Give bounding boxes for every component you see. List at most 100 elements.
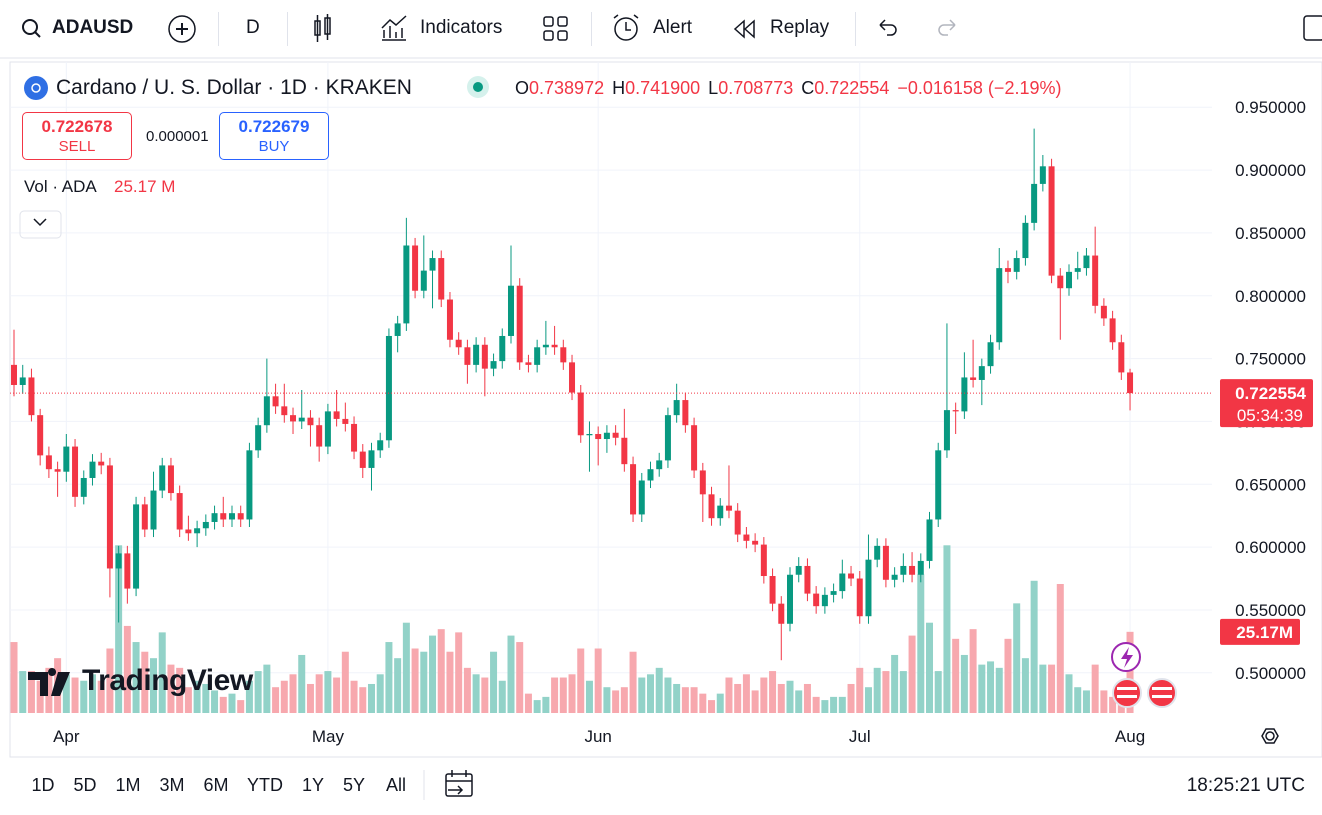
volume-bar (594, 648, 602, 713)
candle-body (1039, 166, 1046, 184)
candle-body (1074, 268, 1081, 272)
volume-bar (960, 654, 968, 713)
volume-bar (603, 687, 611, 713)
range-button[interactable]: 1D (31, 775, 55, 795)
volume-bar (638, 677, 646, 713)
volume-bar (620, 687, 628, 713)
candle-body (324, 411, 331, 447)
replay[interactable]: Replay (770, 17, 830, 38)
candle-body (586, 434, 593, 436)
candle-body (1048, 166, 1055, 276)
clock: 18:25:21 UTC (1186, 775, 1305, 796)
volume-bar (516, 642, 524, 713)
range-button[interactable]: 3M (159, 775, 185, 795)
range-button[interactable]: 5D (73, 775, 97, 795)
volume-bar (751, 690, 759, 713)
range-button[interactable]: All (385, 775, 407, 795)
volume-bar (341, 651, 349, 713)
candle-body (874, 545, 881, 560)
candle-body (499, 335, 506, 362)
status-dot-inner (473, 82, 483, 92)
candle-body (377, 440, 384, 451)
volume-bar (394, 658, 402, 713)
candle-body (464, 347, 471, 365)
volume-bar (995, 667, 1003, 713)
candle-body (342, 418, 349, 424)
volume-bar (350, 680, 358, 713)
volume-bar (646, 674, 654, 713)
candle-body (412, 245, 419, 291)
candle-body (961, 377, 968, 412)
candle-body (1013, 258, 1020, 272)
range-button[interactable]: 5Y (342, 775, 366, 795)
candle-body (821, 594, 828, 607)
range-button[interactable]: 6M (203, 775, 229, 795)
candle-body (211, 513, 218, 522)
separator (591, 12, 592, 46)
symbol[interactable]: ADAUSD (52, 17, 134, 38)
volume-bar (987, 661, 995, 713)
ohlc-value: 0.738972 (529, 78, 605, 98)
range-button[interactable]: 1M (115, 775, 141, 795)
candle-body (865, 559, 872, 617)
volume-bar (864, 687, 872, 713)
badges (1111, 642, 1177, 708)
volume-bar (899, 671, 907, 713)
volume-bar (664, 677, 672, 713)
volume-bar (106, 648, 114, 713)
y-tick-label: 0.900000 (1235, 161, 1306, 180)
candle-body (882, 545, 889, 580)
volume-bar (891, 654, 899, 713)
volume-bar (132, 642, 140, 713)
sell-label: SELL (58, 138, 96, 155)
sell-button[interactable]: 0.722678 SELL (22, 112, 132, 160)
volume-bar (812, 696, 820, 713)
candle-body (996, 268, 1003, 343)
candle-body (185, 529, 192, 534)
candle-body (141, 504, 148, 530)
interval[interactable]: D (246, 17, 260, 38)
volume-bar (1065, 674, 1073, 713)
candle-body (202, 521, 209, 529)
volume-bar (943, 545, 951, 713)
range-button[interactable]: YTD (247, 775, 283, 795)
x-tick-label: Jul (849, 727, 871, 746)
alert[interactable]: Alert (653, 17, 693, 38)
y-tick-label: 0.650000 (1235, 475, 1306, 494)
range-button[interactable]: 1Y (301, 775, 325, 795)
volume-bar (1126, 631, 1134, 713)
candle-body (11, 364, 18, 385)
buy-button[interactable]: 0.722679 BUY (219, 112, 329, 160)
volume-bar (36, 680, 44, 713)
candle-body (926, 519, 933, 561)
ohlc-key: L (708, 78, 719, 98)
candle-body (429, 258, 436, 271)
volume-bar (429, 635, 437, 713)
volume-bar (272, 687, 280, 713)
candle-body (290, 415, 297, 422)
candle-body (237, 513, 244, 520)
volume-bar (71, 677, 79, 713)
volume-bar (298, 654, 306, 713)
candle-body (1109, 318, 1116, 343)
indicators[interactable]: Indicators (420, 17, 503, 38)
volume-bar (219, 696, 227, 713)
candle-body (1083, 255, 1090, 269)
spread: 0.000001 (146, 128, 209, 145)
volume-bar (507, 635, 515, 713)
candle-body (159, 465, 166, 491)
separator (287, 12, 288, 46)
candle-body (560, 347, 567, 363)
ohlc: O0.738972 H0.741900 L0.708773 C0.722554 −0.0… (515, 78, 1061, 99)
icons (22, 14, 1322, 797)
volume-bar (1056, 584, 1064, 713)
volume-bar (673, 683, 681, 713)
volume-bar (367, 683, 375, 713)
volume-bar (472, 674, 480, 713)
collapse-button[interactable] (19, 210, 62, 239)
ohlc-value: 0.741900 (625, 78, 701, 98)
candle-body (612, 432, 619, 438)
volume-bar (45, 667, 53, 713)
candle-body (333, 411, 340, 419)
